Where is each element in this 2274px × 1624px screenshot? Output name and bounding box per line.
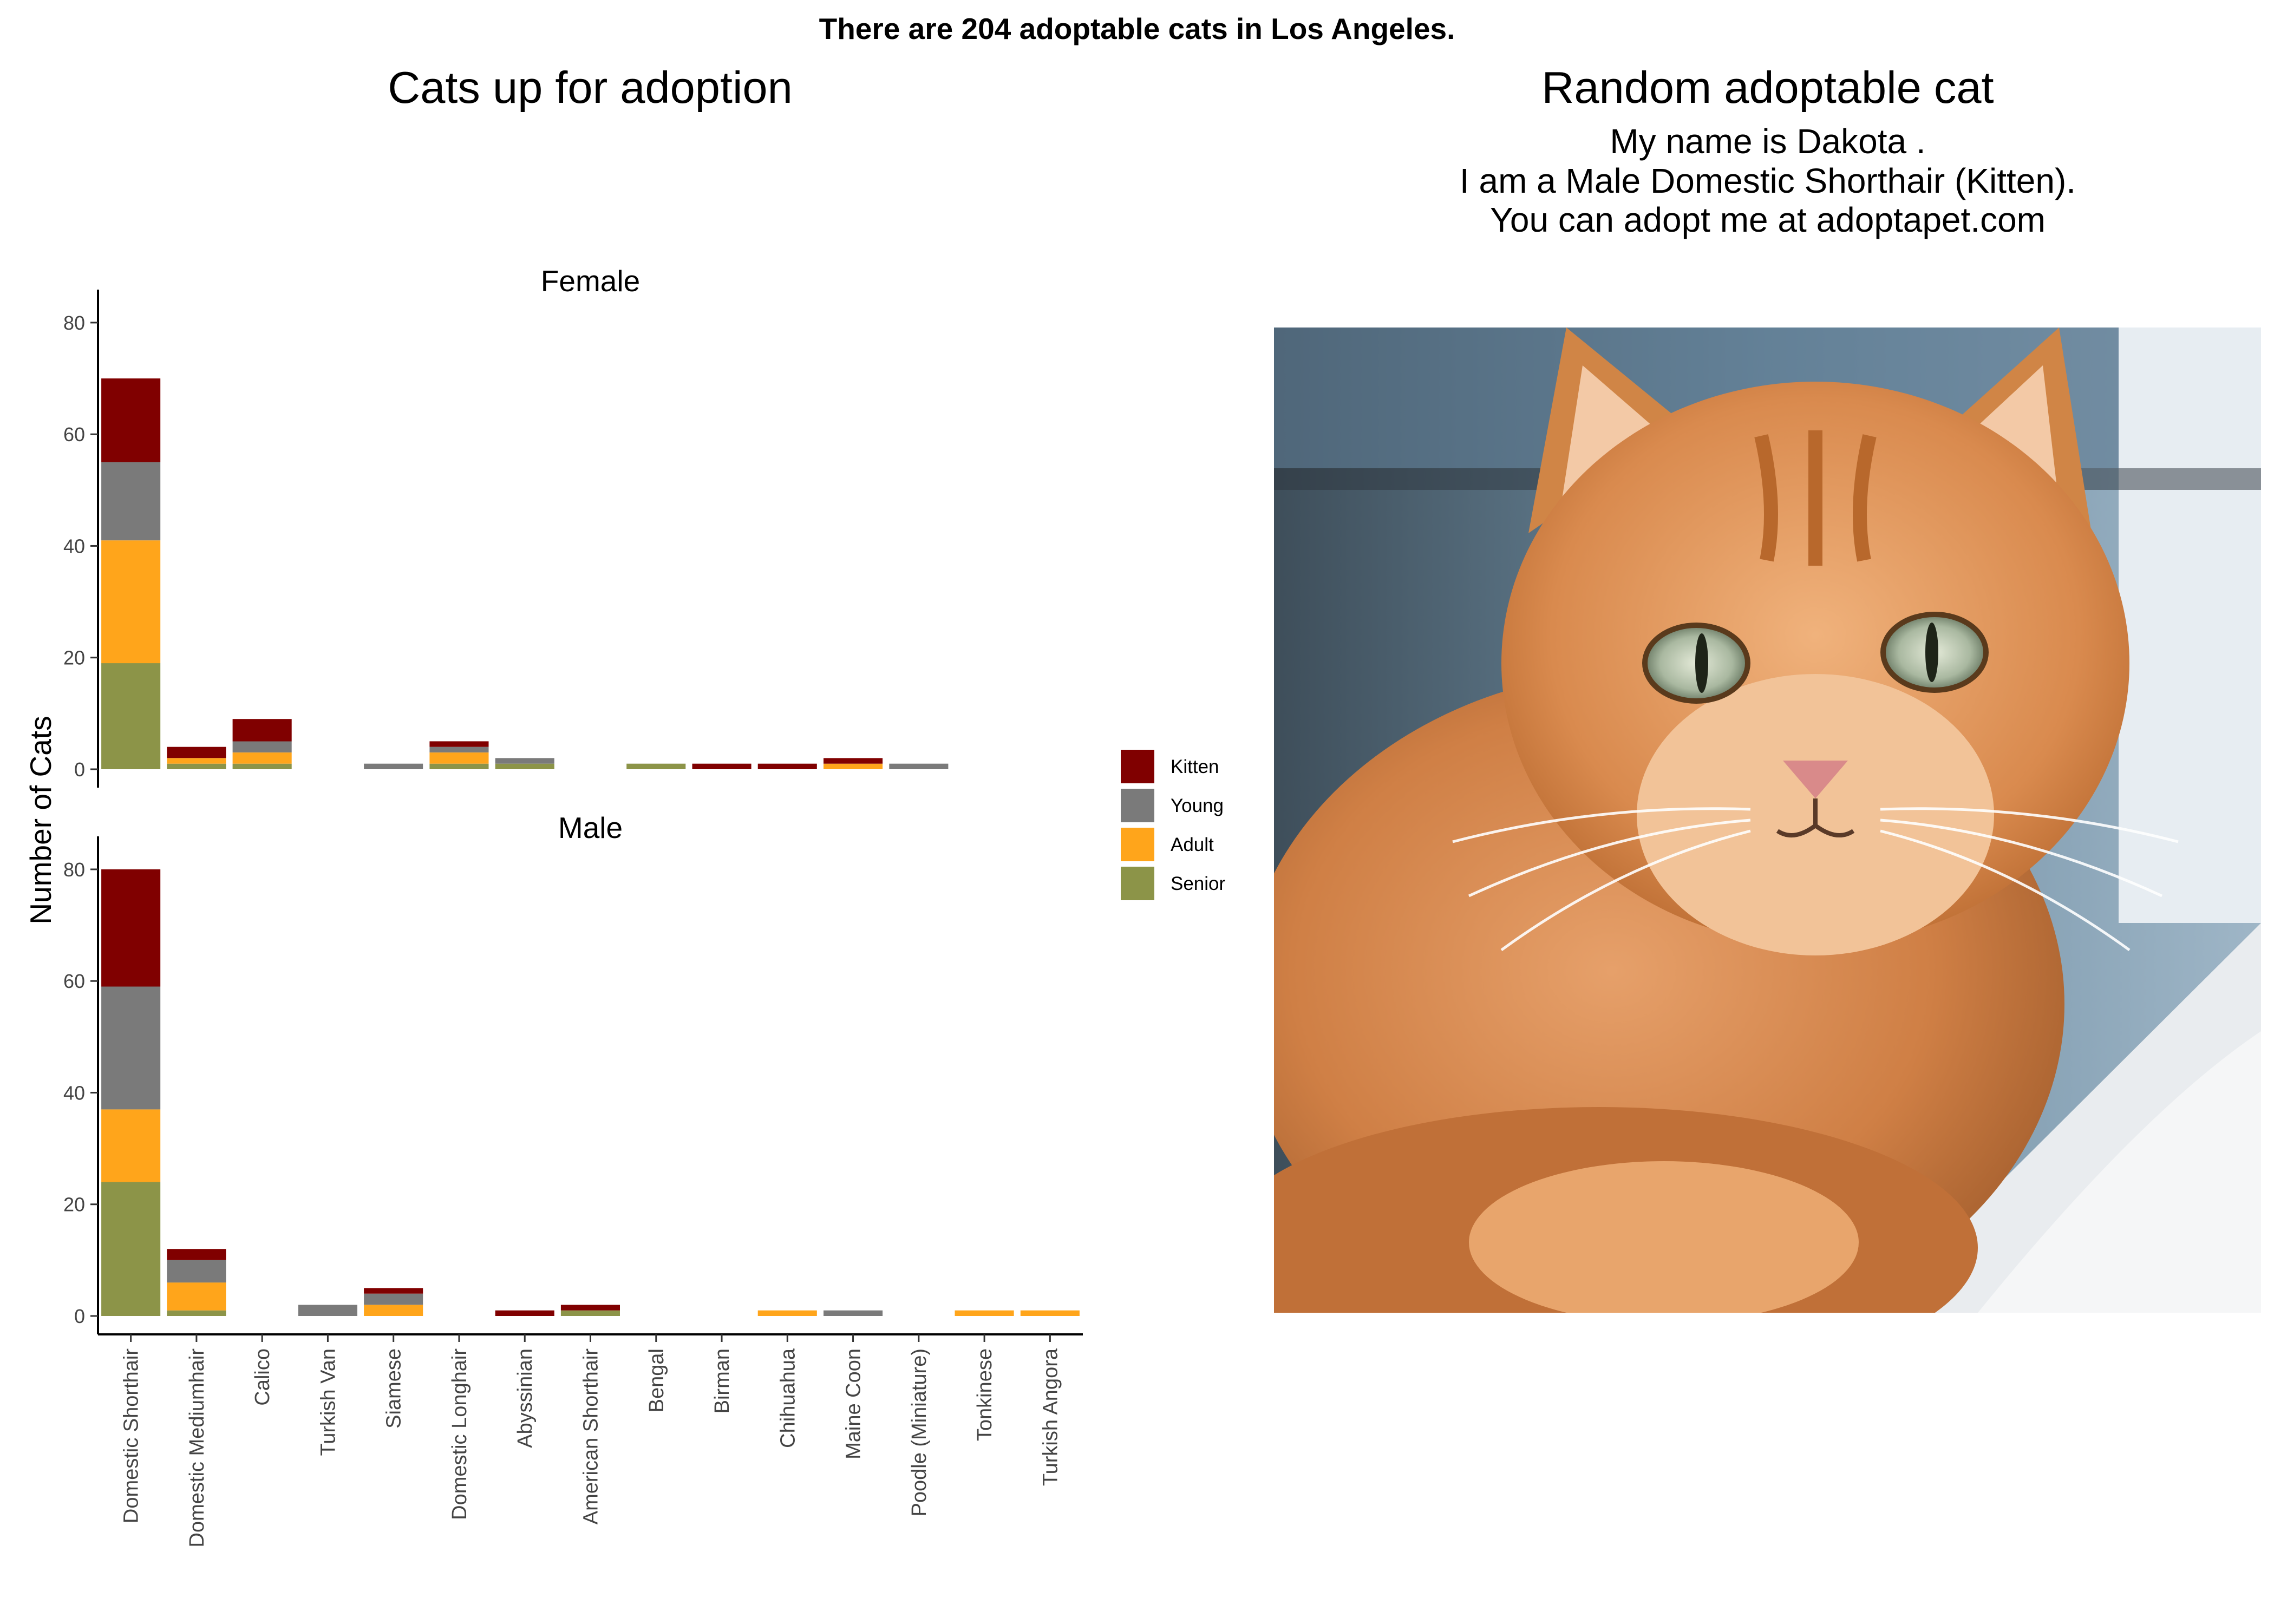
bar-segment-young: [824, 1310, 883, 1316]
y-tick-label: 80: [63, 312, 85, 334]
y-tick-label: 20: [63, 1194, 85, 1216]
x-tick-label: Siamese: [383, 1348, 406, 1429]
x-tick-label: Birman: [711, 1348, 734, 1413]
main-title: There are 204 adoptable cats in Los Ange…: [819, 12, 1455, 45]
bar-segment-adult: [429, 752, 489, 764]
bar-segment-kitten: [757, 763, 817, 769]
bar-segment-adult: [1020, 1310, 1080, 1316]
bar-segment-young: [101, 986, 161, 1110]
bar-segment-young: [167, 1260, 226, 1283]
legend-label-young: Young: [1171, 795, 1224, 816]
bar-segment-adult: [955, 1310, 1014, 1316]
x-tick-label: Domestic Shorthair: [120, 1348, 143, 1523]
legend-label-adult: Adult: [1171, 834, 1214, 855]
bar-segment-adult: [167, 758, 226, 764]
bar-segment-young: [364, 763, 423, 769]
bar-segment-kitten: [101, 869, 161, 987]
bar-segment-kitten: [364, 1288, 423, 1294]
x-tick-label: Turkish Van: [317, 1348, 339, 1456]
y-tick-label: 80: [63, 859, 85, 881]
bar-segment-kitten: [560, 1305, 620, 1311]
bar-segment-senior: [167, 1310, 226, 1316]
orange-tabby-cat-photo-icon: [1274, 328, 2261, 1313]
legend-label-senior: Senior: [1171, 873, 1226, 894]
facets-layer: Female 0 20 40 60 80 Male 0 20 40 60 80: [63, 264, 1083, 1335]
x-tick-label: Turkish Angora: [1039, 1348, 1062, 1486]
bar-segment-adult: [757, 1310, 817, 1316]
y-axis-label: Number of Cats: [24, 716, 57, 924]
bar-segment-young: [429, 746, 489, 752]
bar-segment-young: [232, 741, 292, 752]
bar-segment-kitten: [429, 741, 489, 747]
bar-segment-senior: [560, 1310, 620, 1316]
bar-segment-adult: [232, 752, 292, 764]
caption-line-name: My name is Dakota .: [1610, 122, 1925, 161]
caption-line-adopt: You can adopt me at adoptapet.com: [1490, 200, 2046, 239]
bar-segment-adult: [101, 540, 161, 664]
bar-segment-senior: [429, 763, 489, 769]
bar-segment-kitten: [167, 746, 226, 758]
y-tick-label: 60: [63, 423, 85, 446]
x-tick-label: Domestic Longhair: [448, 1348, 471, 1520]
y-tick-label: 60: [63, 970, 85, 992]
x-tick-label: Calico: [251, 1348, 274, 1406]
bar-segment-kitten: [232, 719, 292, 742]
legend-swatch-young: [1121, 789, 1154, 822]
bar-segment-young: [364, 1293, 423, 1305]
x-tick-label: Abyssinian: [514, 1348, 537, 1448]
x-tick-label: Bengal: [645, 1348, 668, 1412]
legend: Kitten Young Adult Senior: [1121, 750, 1226, 900]
bar-segment-kitten: [824, 758, 883, 764]
bar-segment-senior: [167, 763, 226, 769]
y-tick-label: 0: [74, 758, 85, 781]
bar-segment-senior: [101, 1182, 161, 1316]
facet-title: Male: [558, 811, 623, 844]
x-tick-label: Tonkinese: [973, 1348, 996, 1441]
y-tick-label: 40: [63, 535, 85, 557]
facet-female: Female 0 20 40 60 80: [63, 264, 949, 788]
x-tick-label: Domestic Mediumhair: [186, 1348, 208, 1548]
y-tick-label: 20: [63, 647, 85, 669]
cat-photo: [1274, 328, 2261, 1313]
x-tick-label: Chihuahua: [776, 1348, 799, 1448]
bar-segment-senior: [495, 763, 554, 769]
bar-segment-senior: [626, 763, 686, 769]
bar-segment-adult: [167, 1282, 226, 1311]
bar-segment-senior: [232, 763, 292, 769]
bar-segment-adult: [824, 763, 883, 769]
bar-segment-young: [889, 763, 949, 769]
y-tick-label: 40: [63, 1082, 85, 1104]
legend-swatch-senior: [1121, 867, 1154, 900]
left-panel-title: Cats up for adoption: [388, 62, 793, 113]
legend-swatch-adult: [1121, 828, 1154, 861]
x-tick-label: American Shorthair: [580, 1348, 603, 1525]
facet-male: Male 0 20 40 60 80: [63, 811, 1083, 1335]
bar-segment-young: [495, 758, 554, 764]
bar-segment-young: [101, 462, 161, 541]
legend-swatch-kitten: [1121, 750, 1154, 783]
x-tick-label: Poodle (Miniature): [908, 1348, 931, 1516]
bar-segment-kitten: [101, 378, 161, 462]
bar-segment-kitten: [692, 763, 752, 769]
y-tick-label: 0: [74, 1305, 85, 1327]
right-panel-title: Random adoptable cat: [1541, 62, 1994, 113]
x-tick-label: Maine Coon: [842, 1348, 865, 1459]
caption-line-breed: I am a Male Domestic Shorthair (Kitten).: [1460, 161, 2076, 200]
bar-segment-adult: [101, 1109, 161, 1182]
x-tick-labels: Domestic Shorthair Domestic Mediumhair Cal…: [120, 1334, 1062, 1547]
bar-segment-senior: [101, 663, 161, 769]
facet-title: Female: [541, 264, 640, 298]
bar-segment-kitten: [495, 1310, 554, 1316]
legend-label-kitten: Kitten: [1171, 756, 1219, 777]
bar-segment-kitten: [167, 1249, 226, 1260]
bar-segment-adult: [364, 1305, 423, 1316]
bar-segment-young: [298, 1305, 357, 1316]
